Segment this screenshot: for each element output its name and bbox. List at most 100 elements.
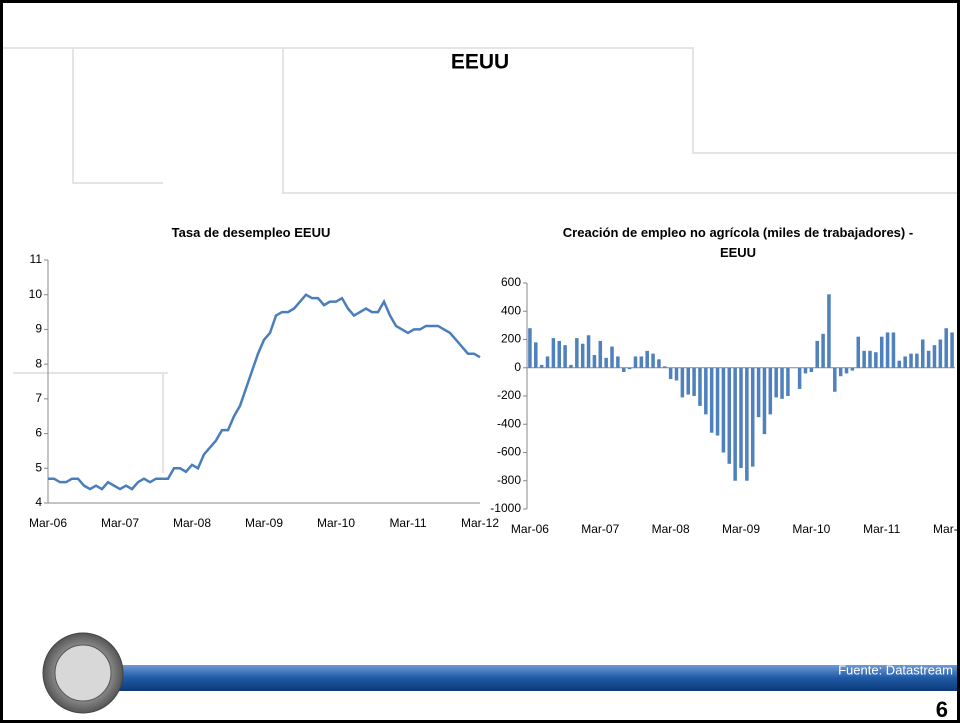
decoration: [3, 47, 957, 473]
bar: [762, 367, 767, 435]
bar: [920, 339, 925, 368]
source: Fuente: Datastream: [838, 662, 953, 677]
y-tick-label: 10: [29, 287, 43, 301]
bar: [616, 356, 620, 368]
y-tick-label: 5: [35, 460, 42, 474]
bar: [903, 356, 907, 368]
bar: [557, 340, 562, 368]
y-tick-label: -800: [497, 473, 521, 487]
bar: [627, 367, 632, 370]
x-tick-label: Mar-08: [652, 522, 690, 536]
bar: [891, 332, 896, 368]
x-tick-label: Mar-12: [933, 522, 957, 536]
bar: [715, 367, 720, 436]
bar: [821, 333, 825, 368]
bar: [868, 350, 872, 368]
bar: [774, 367, 778, 398]
x-tick-label: Mar-06: [511, 522, 549, 536]
bar: [950, 332, 954, 368]
x-tick-label: Mar-06: [29, 516, 67, 530]
y-tick-label: 0: [514, 360, 521, 374]
bar: [592, 355, 597, 368]
bar: [739, 367, 743, 469]
bar: [874, 352, 878, 368]
bar: [651, 353, 655, 368]
bar: [621, 367, 626, 372]
slide-title: EEUU: [451, 51, 509, 74]
x-tick-label: Mar-08: [173, 516, 211, 530]
bar: [645, 350, 649, 368]
bar: [915, 353, 919, 368]
bar: [545, 356, 550, 368]
chart-title: Tasa de desempleo EEUU: [171, 225, 331, 240]
bar: [833, 367, 837, 392]
bar: [551, 338, 556, 368]
x-tick-label: Mar-10: [317, 516, 355, 530]
bar: [780, 367, 784, 399]
x-tick-label: Mar-09: [722, 522, 760, 536]
bar: [680, 367, 685, 398]
bar: [563, 345, 567, 368]
bar: [686, 367, 690, 395]
bar: [539, 364, 544, 368]
bar: [639, 356, 644, 368]
bar: [704, 367, 708, 415]
chart-title: Creación de empleo no agrícola (miles de…: [562, 225, 914, 260]
bar: [756, 367, 761, 418]
y-tick-label: -400: [497, 416, 521, 430]
bar: [733, 367, 737, 481]
y-tick-label: -200: [497, 388, 521, 402]
logo-inner: [54, 644, 112, 702]
y-tick-label: -600: [497, 445, 521, 459]
bar: [768, 367, 773, 415]
bar: [838, 367, 843, 377]
page-number: 6: [936, 697, 948, 720]
bar: [944, 328, 948, 368]
bar: [885, 332, 890, 368]
bar: [586, 335, 591, 368]
x-tick-label: Mar-10: [792, 522, 830, 536]
canvas: EEUU Fuente: Datastream 6 4 5 6 7 8 9 10 11 Mar-…: [3, 47, 957, 720]
bar: [633, 356, 638, 368]
x-tick-label: Mar-12: [461, 516, 499, 530]
y-tick-label: 4: [35, 495, 42, 509]
bar: [657, 359, 661, 368]
bar: [850, 367, 855, 371]
x-tick-label: Mar-11: [863, 522, 900, 536]
bar: [750, 367, 755, 467]
bar: [580, 343, 585, 368]
bar: [909, 353, 913, 368]
bar: [815, 340, 819, 368]
y-tick-label: -1000: [490, 501, 521, 515]
y-tick-label: 11: [30, 252, 43, 266]
y-tick-label: 600: [501, 275, 521, 289]
y-tick-label: 8: [35, 356, 42, 370]
bar: [803, 367, 808, 374]
bar: [827, 294, 831, 368]
bar: [809, 367, 814, 372]
bar: [856, 336, 861, 368]
bar: [897, 360, 902, 368]
bar: [938, 339, 943, 368]
bar: [926, 350, 931, 368]
bar: [569, 364, 573, 368]
bar: [932, 345, 937, 368]
y-tick-label: 6: [35, 426, 42, 440]
bar: [598, 340, 603, 368]
bar: [534, 342, 538, 368]
bar: [575, 338, 579, 368]
footer-bar: [63, 665, 957, 691]
bar: [727, 367, 732, 464]
bar: [698, 367, 702, 406]
bar: [604, 357, 608, 368]
line: [48, 293, 481, 491]
bar: [663, 366, 667, 368]
y-tick-label: 400: [501, 303, 521, 317]
bar: [674, 367, 679, 381]
bar: [862, 350, 866, 368]
x-tick-label: Mar-09: [245, 516, 283, 530]
y-tick-label: 200: [501, 332, 521, 346]
bar: [786, 367, 790, 396]
bar: [610, 346, 614, 368]
